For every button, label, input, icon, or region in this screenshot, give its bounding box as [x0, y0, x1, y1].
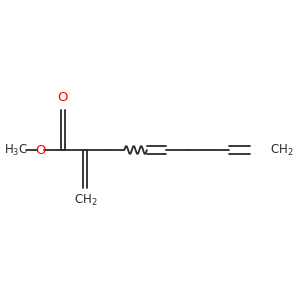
- Text: H$_3$C: H$_3$C: [4, 142, 28, 158]
- Text: CH$_2$: CH$_2$: [74, 193, 97, 208]
- Text: CH$_2$: CH$_2$: [270, 142, 293, 158]
- Text: O: O: [35, 143, 46, 157]
- Text: O: O: [58, 91, 68, 104]
